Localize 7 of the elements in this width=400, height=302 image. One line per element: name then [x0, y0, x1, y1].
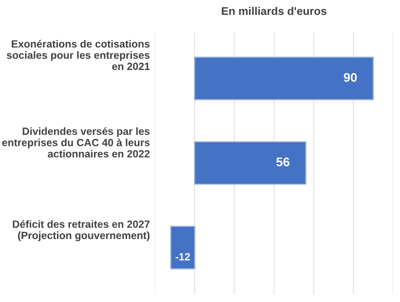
y-tick-label: Déficit des retraites en 2027 (Projection gouvernement)	[12, 220, 150, 242]
data-label: -12	[176, 253, 190, 260]
data-label: 90	[344, 72, 357, 82]
chart-title: En milliards d'euros	[222, 6, 326, 15]
y-tick-label: Dividendes versés par les entreprises du CAC 40 à leurs actionnaires en 2022	[2, 127, 150, 158]
y-tick-label: Exonérations de cotisations sociales pour les entreprises en 2021	[6, 40, 150, 70]
data-label: 56	[276, 158, 290, 166]
